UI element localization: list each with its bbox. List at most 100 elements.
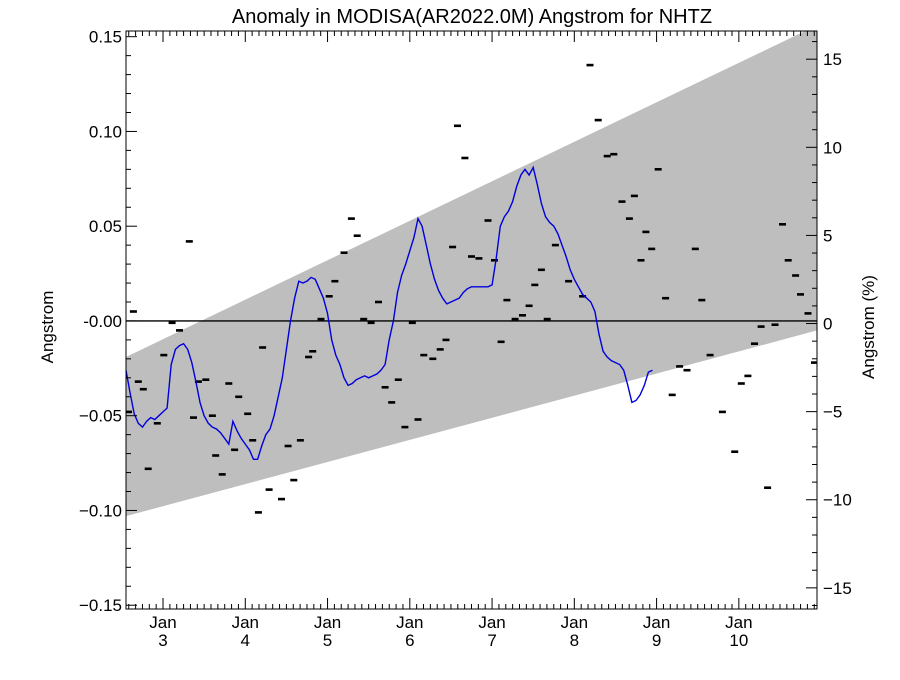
monthly-point (353, 234, 361, 237)
monthly-point (706, 353, 714, 357)
x-tick-label-month: Jan (561, 613, 588, 632)
x-tick-label-year: 5 (323, 631, 332, 650)
x-tick-label-year: 8 (570, 631, 579, 650)
x-tick-label-year: 4 (241, 631, 250, 650)
monthly-point (468, 255, 475, 258)
smoothed-anomaly-line (126, 165, 653, 460)
monthly-point (420, 353, 428, 357)
x-tick-label-month: Jan (232, 613, 259, 632)
monthly-point (475, 257, 483, 260)
monthly-point (317, 317, 325, 321)
monthly-point (225, 382, 233, 385)
x-tick-label-month: Jan (396, 613, 423, 632)
monthly-point (586, 63, 594, 67)
monthly-point (648, 247, 656, 251)
monthly-point (461, 156, 469, 160)
x-tick-label-month: Jan (643, 613, 670, 632)
monthly-point (254, 511, 262, 514)
y-left-tick-label: −0.05 (79, 407, 122, 426)
monthly-point (771, 323, 779, 326)
monthly-point (792, 274, 800, 277)
monthly-point (537, 268, 545, 272)
monthly-point (503, 298, 511, 302)
monthly-point (394, 378, 402, 381)
monthly-point (129, 310, 137, 313)
monthly-point (784, 259, 792, 262)
monthly-point (757, 325, 765, 328)
monthly-point (202, 378, 210, 381)
plot-clip-group (126, 31, 817, 517)
monthly-point (691, 247, 699, 251)
x-tick-label-year: 7 (487, 631, 496, 650)
x-tick-label-month: Jan (478, 613, 505, 632)
monthly-point (278, 497, 285, 501)
monthly-point (139, 387, 147, 391)
monthly-point (231, 448, 239, 452)
monthly-point (134, 380, 142, 383)
monthly-point (543, 317, 551, 321)
y-right-tick-label: −15 (823, 579, 852, 598)
monthly-point (662, 296, 670, 300)
x-tick-label-month: Jan (725, 613, 752, 632)
y-left-tick-label: 0.15 (89, 28, 122, 47)
monthly-point (764, 486, 772, 489)
monthly-point (511, 317, 519, 321)
x-tick-label-month: Jan (314, 613, 341, 632)
monthly-point (296, 439, 304, 442)
monthly-point (718, 410, 726, 414)
monthly-point (235, 395, 243, 399)
monthly-point (414, 418, 422, 421)
monthly-point (731, 450, 739, 453)
monthly-point (654, 168, 662, 171)
y-left-tick-label: 0.05 (89, 217, 122, 236)
right-axis-label: Angstrom (%) (859, 275, 878, 379)
y-right-tick-label: 15 (823, 50, 842, 69)
monthly-point (594, 118, 602, 122)
monthly-point (449, 245, 457, 249)
monthly-point (367, 321, 375, 325)
monthly-point (388, 401, 396, 404)
monthly-point (618, 200, 626, 203)
monthly-point (401, 425, 409, 429)
monthly-point (244, 412, 252, 416)
monthly-point (779, 223, 786, 226)
x-tick-label-month: Jan (149, 613, 176, 632)
monthly-point (565, 279, 573, 283)
monthly-point (676, 365, 684, 368)
y-left-tick-label: −0.10 (79, 501, 122, 520)
monthly-point (491, 259, 498, 262)
monthly-point (811, 361, 817, 364)
monthly-point (683, 368, 691, 372)
y-right-tick-label: −5 (823, 403, 842, 422)
monthly-point (668, 393, 676, 397)
monthly-point (331, 279, 339, 283)
monthly-point (265, 488, 273, 491)
monthly-point (160, 353, 168, 357)
monthly-point (347, 217, 355, 220)
monthly-point (325, 295, 333, 298)
left-axis-label: Angstrom (38, 291, 57, 364)
y-left-tick-label: −0.15 (79, 596, 122, 615)
monthly-point (744, 374, 752, 378)
monthly-point (290, 478, 298, 482)
monthly-point (610, 152, 618, 156)
monthly-point (519, 314, 526, 317)
monthly-point (153, 422, 161, 425)
monthly-point (284, 444, 292, 448)
x-tick-label-year: 10 (729, 631, 748, 650)
monthly-point (484, 219, 492, 222)
monthly-point (360, 317, 368, 321)
x-tick-label-year: 9 (652, 631, 661, 650)
monthly-point (436, 348, 444, 351)
monthly-point (442, 338, 450, 342)
monthly-point (797, 293, 804, 296)
monthly-point (737, 382, 745, 385)
monthly-point (625, 217, 633, 220)
monthly-point (531, 283, 539, 287)
monthly-point (525, 304, 533, 308)
monthly-point (603, 154, 611, 158)
monthly-point (340, 251, 348, 254)
y-right-tick-label: 0 (823, 315, 832, 334)
